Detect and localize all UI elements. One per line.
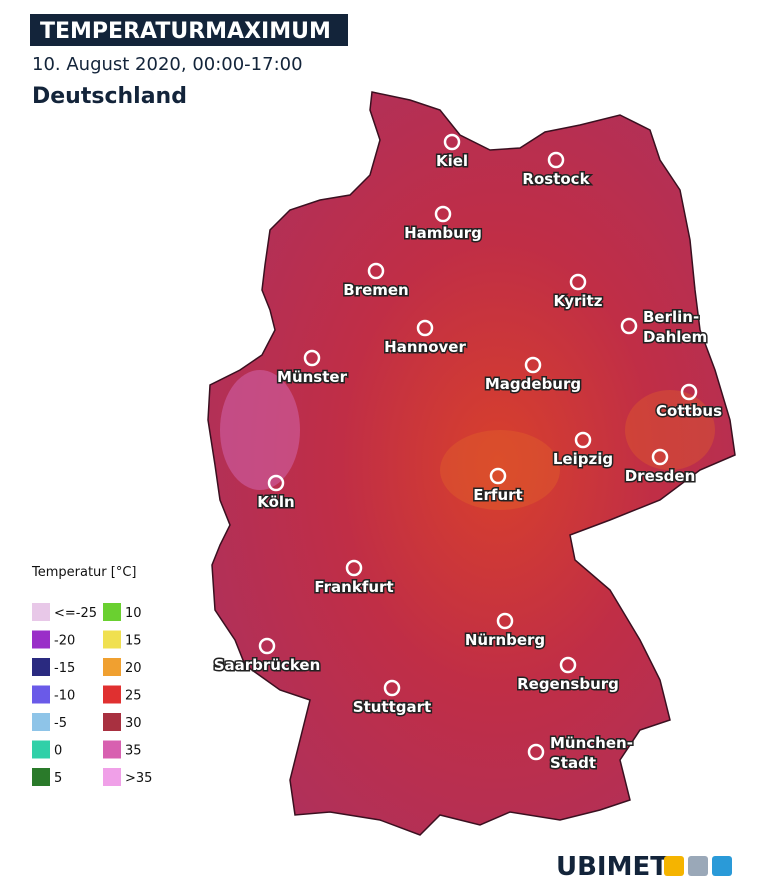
city-marker <box>559 656 577 674</box>
city-label: Stuttgart <box>353 698 431 716</box>
city-marker <box>527 743 545 761</box>
city-label: Bremen <box>343 281 409 299</box>
city-label: Münster <box>277 368 348 386</box>
city-label: Hannover <box>384 338 466 356</box>
legend-swatch <box>103 740 121 759</box>
legend-swatch <box>32 768 50 786</box>
legend-swatch <box>32 630 50 649</box>
city-label: Leipzig <box>553 450 613 468</box>
city-label: Erfurt <box>473 486 522 504</box>
legend-label: 5 <box>54 771 62 786</box>
city-label: Kyritz <box>554 292 603 310</box>
legend-label: 30 <box>125 716 142 731</box>
legend-swatch <box>103 713 121 731</box>
city-marker <box>651 448 669 466</box>
city-marker <box>367 262 385 280</box>
legend-label: >35 <box>125 771 152 786</box>
city-label: Regensburg <box>517 675 619 693</box>
legend-label: 15 <box>125 634 142 649</box>
city-label: Frankfurt <box>314 578 393 596</box>
legend-swatch <box>103 603 121 621</box>
city-label: Rostock <box>522 170 590 188</box>
city-marker <box>416 319 434 337</box>
logo-icon <box>664 856 684 876</box>
city-label: Kiel <box>436 152 468 170</box>
hot-area <box>625 390 715 470</box>
legend-label: 20 <box>125 661 142 676</box>
legend-label: -20 <box>54 634 75 649</box>
city-label: Hamburg <box>404 224 482 242</box>
city-label: München- <box>550 734 633 752</box>
title-box <box>30 14 348 46</box>
legend-title: Temperatur [°C] <box>31 565 137 580</box>
legend-swatch <box>32 713 50 731</box>
city-marker <box>496 612 514 630</box>
legend-swatch <box>32 658 50 676</box>
legend-label: 0 <box>54 744 62 759</box>
city-marker <box>680 383 698 401</box>
city-label: Saarbrücken <box>214 656 321 674</box>
legend-label: 10 <box>125 606 142 621</box>
legend-swatch <box>103 630 121 649</box>
city-marker <box>489 467 507 485</box>
city-marker <box>345 559 363 577</box>
city-marker <box>267 474 285 492</box>
legend-label: -10 <box>54 689 75 704</box>
legend-label: <=-25 <box>54 606 97 621</box>
city-label: Nürnberg <box>465 631 545 649</box>
city-marker <box>434 205 452 223</box>
city-marker <box>383 679 401 697</box>
legend-label: 35 <box>125 744 142 759</box>
legend-label: 25 <box>125 689 142 704</box>
city-label: Cottbus <box>656 402 722 420</box>
legend-swatch <box>32 603 50 621</box>
city-label: Köln <box>257 493 295 511</box>
city-marker <box>303 349 321 367</box>
legend-label: -15 <box>54 661 75 676</box>
legend-swatch <box>103 658 121 676</box>
subtitle: 10. August 2020, 00:00-17:00 <box>32 54 303 75</box>
logo-icon <box>688 856 708 876</box>
city-marker <box>547 151 565 169</box>
city-label: Dresden <box>625 467 696 485</box>
city-label: Stadt <box>550 754 596 772</box>
cool-area <box>220 370 300 490</box>
region: Deutschland <box>32 84 187 109</box>
logo-icon <box>712 856 732 876</box>
legend-swatch <box>103 768 121 786</box>
city-marker <box>258 637 276 655</box>
city-marker <box>574 431 592 449</box>
legend-swatch <box>32 685 50 704</box>
logo: UBIMET <box>556 852 668 882</box>
city-label: Dahlem <box>643 328 707 346</box>
legend-swatch <box>103 685 121 704</box>
germany-map <box>207 91 736 836</box>
city-marker <box>620 317 638 335</box>
city-marker <box>443 133 461 151</box>
city-marker <box>569 273 587 291</box>
city-label: Magdeburg <box>485 375 581 393</box>
city-label: Berlin- <box>643 308 699 326</box>
city-marker <box>524 356 542 374</box>
title: TEMPERATURMAXIMUM <box>40 19 331 44</box>
legend-label: -5 <box>54 716 67 731</box>
legend-swatch <box>32 740 50 759</box>
